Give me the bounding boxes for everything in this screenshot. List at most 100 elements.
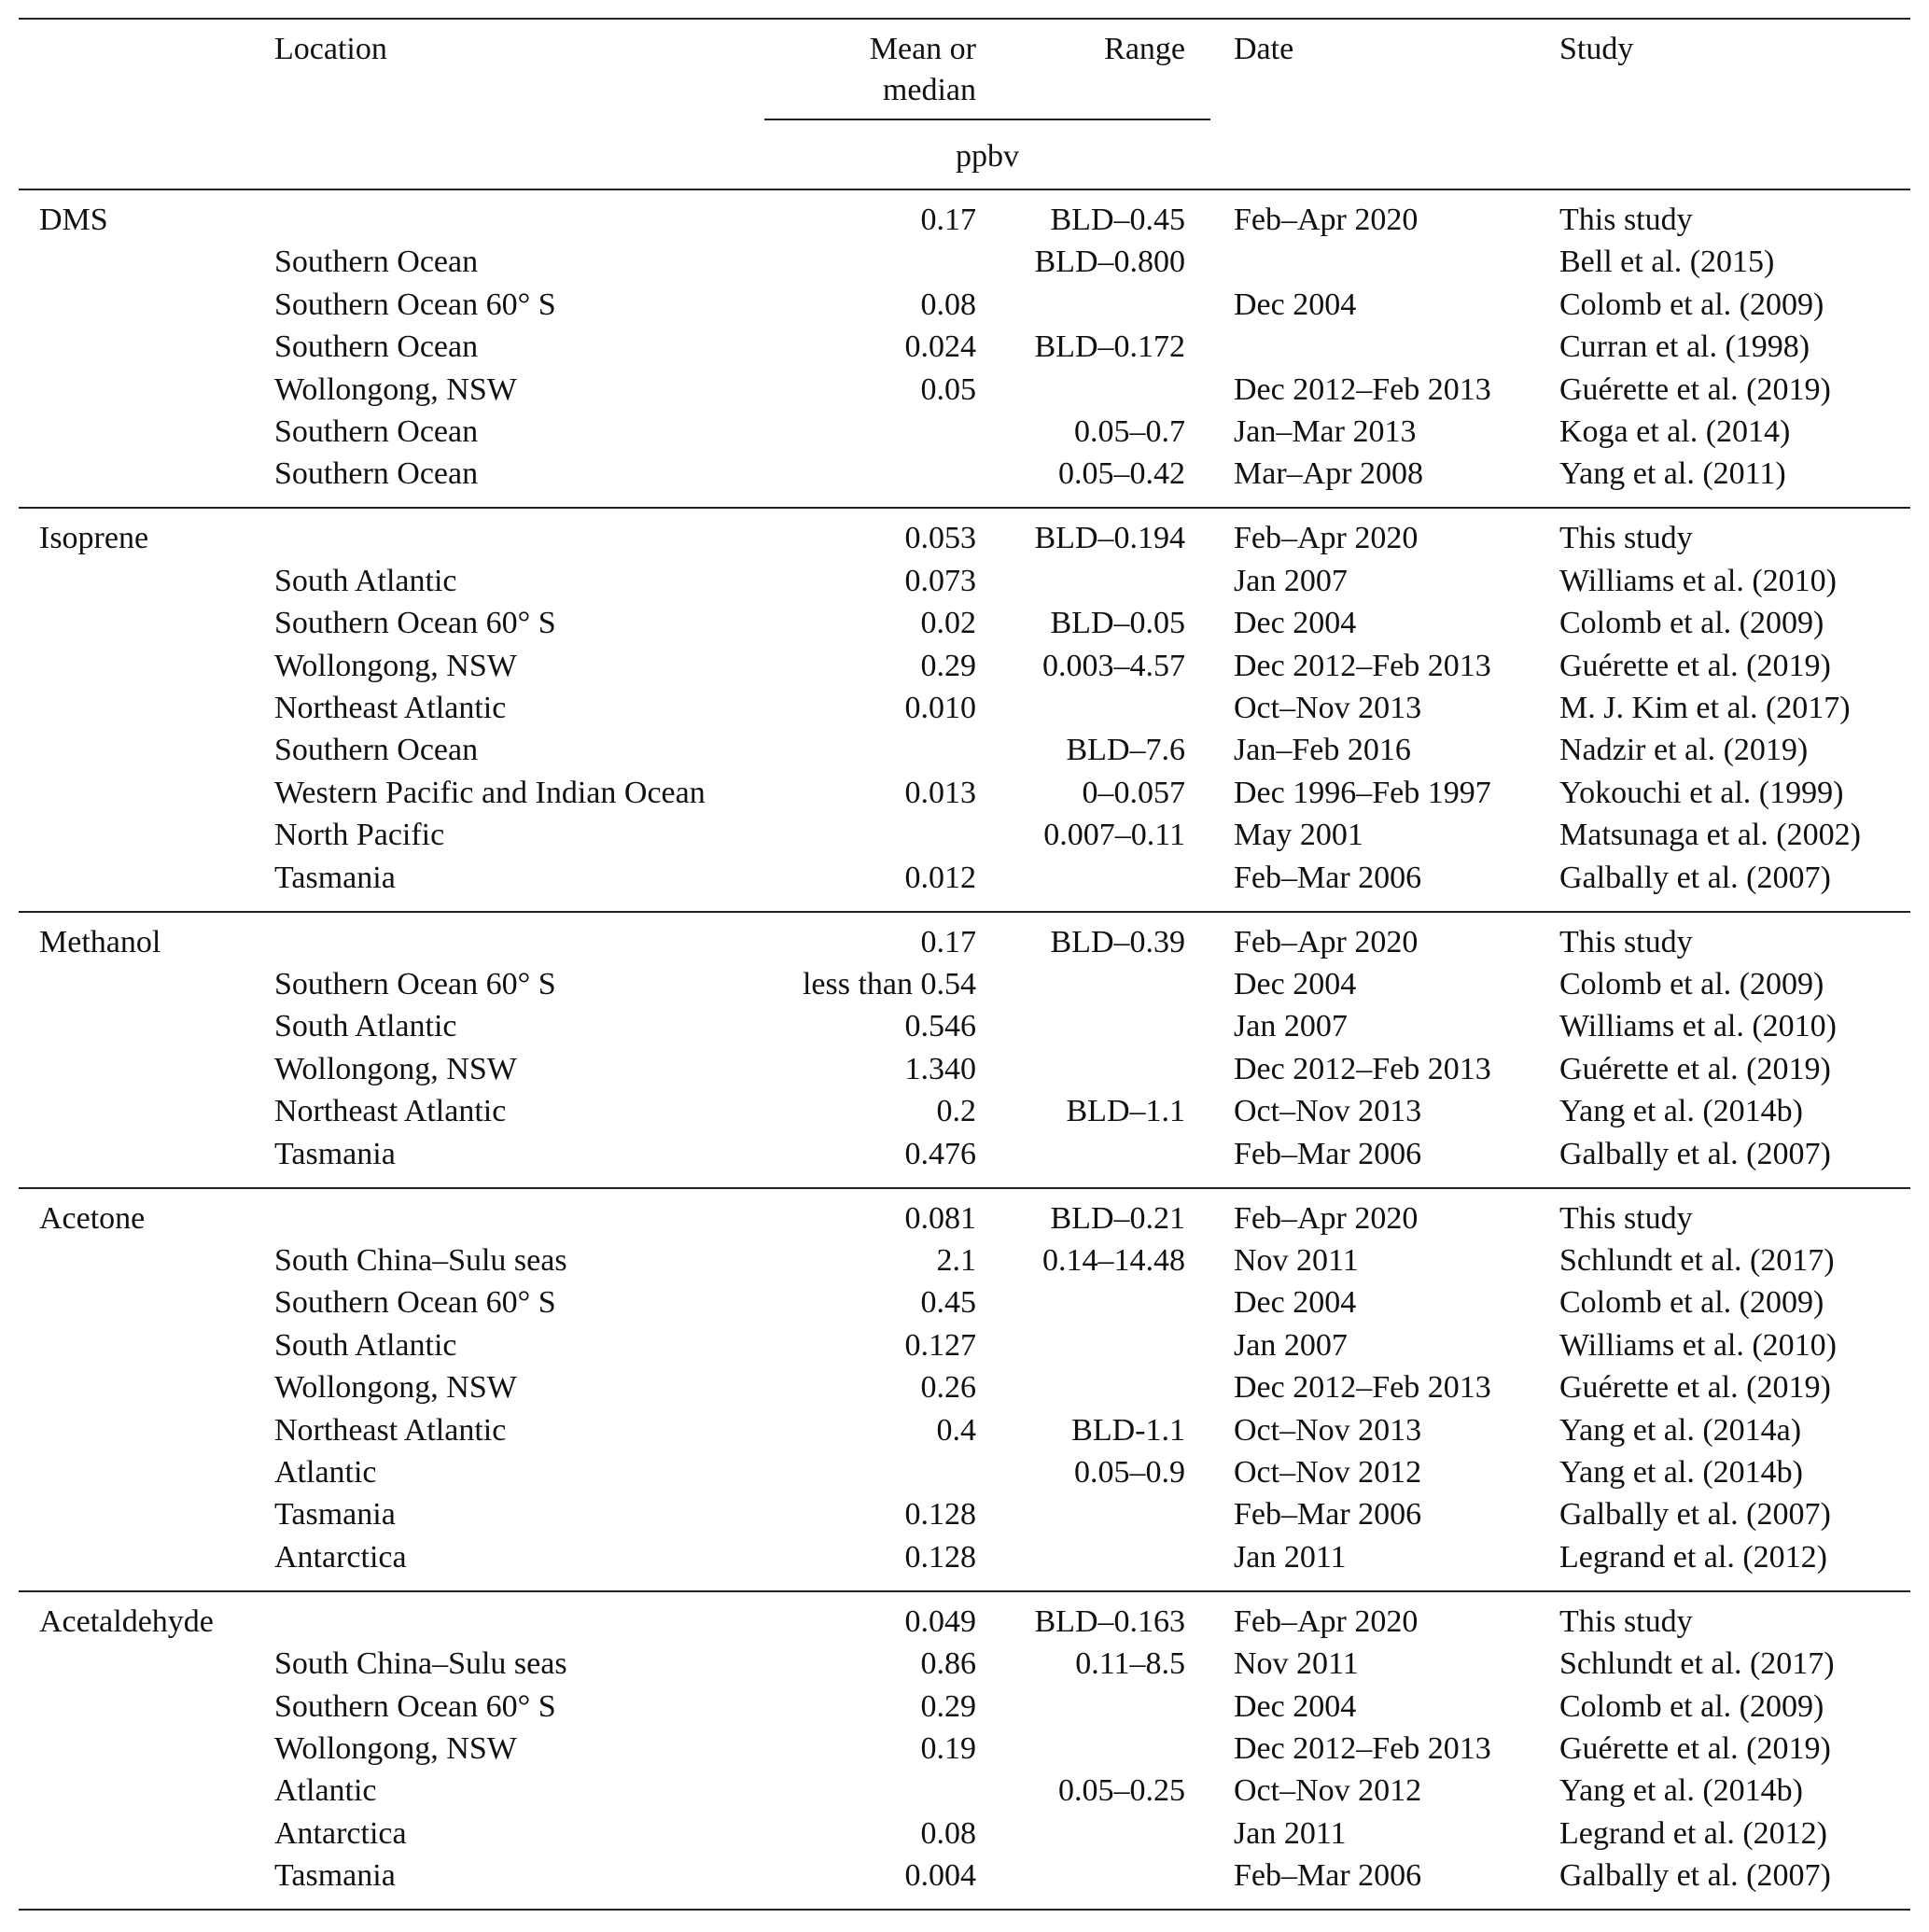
table-cell: 0.86 xyxy=(920,1646,977,1682)
table-cell: 0.05–0.9 xyxy=(1074,1455,1185,1490)
table-cell: Dec 2012–Feb 2013 xyxy=(1234,1731,1491,1766)
table-cell: Dec 2004 xyxy=(1234,1285,1357,1321)
table-cell: Tasmania xyxy=(274,1858,396,1894)
table-cell: 0.17 xyxy=(920,203,977,237)
column-header: Mean or median xyxy=(869,32,976,107)
table-cell: This study xyxy=(1559,924,1693,959)
table-cell: Guérette et al. (2019) xyxy=(1559,1370,1831,1406)
table-cell: Northeast Atlantic xyxy=(274,1094,507,1129)
table-cell: May 2001 xyxy=(1234,818,1363,853)
table-cell: Dec 2012–Feb 2013 xyxy=(1234,648,1491,683)
table-cell: Colomb et al. (2009) xyxy=(1559,287,1824,322)
table-cell: BLD–0.05 xyxy=(1050,606,1186,641)
table-cell: Jan–Mar 2013 xyxy=(1234,414,1417,449)
table-cell: Southern Ocean 60° S xyxy=(274,1285,556,1321)
table-cell: 0.14–14.48 xyxy=(1042,1243,1185,1278)
table-cell: Yang et al. (2014b) xyxy=(1559,1773,1803,1809)
table-cell: Wollongong, NSW xyxy=(274,1051,517,1086)
table-cell: Tasmania xyxy=(274,1136,396,1171)
table-cell: Oct–Nov 2013 xyxy=(1234,691,1422,725)
table-cell: Southern Ocean xyxy=(274,245,479,280)
table-cell: 0.128 xyxy=(904,1497,977,1533)
table-cell: Williams et al. (2010) xyxy=(1559,1327,1838,1363)
table-cell: This study xyxy=(1559,203,1693,237)
table-cell: Feb–Apr 2020 xyxy=(1234,924,1419,959)
table-cell: Colomb et al. (2009) xyxy=(1559,1285,1824,1321)
group-name: Acetone xyxy=(39,1200,146,1236)
table-cell: Schlundt et al. (2017) xyxy=(1559,1243,1835,1278)
table-cell: Wollongong, NSW xyxy=(274,371,517,407)
table-cell: 0.29 xyxy=(920,648,977,683)
table-cell: BLD–0.45 xyxy=(1050,203,1186,237)
table-cell: 0.02 xyxy=(920,606,977,641)
header-rule xyxy=(19,189,1910,190)
bottom-rule xyxy=(19,1909,1910,1911)
table-cell: 0.4 xyxy=(936,1412,977,1448)
table-cell: BLD-1.1 xyxy=(1071,1412,1185,1448)
table-cell: Western Pacific and Indian Ocean xyxy=(274,775,706,810)
table-cell: Feb–Apr 2020 xyxy=(1234,203,1419,237)
table-cell: Nov 2011 xyxy=(1234,1243,1359,1278)
table-cell: Dec 1996–Feb 1997 xyxy=(1234,775,1491,810)
table-cell: Galbally et al. (2007) xyxy=(1559,1497,1831,1533)
table-cell: Williams et al. (2010) xyxy=(1559,1009,1838,1044)
table-cell: M. J. Kim et al. (2017) xyxy=(1559,691,1851,725)
table-cell: BLD–7.6 xyxy=(1066,733,1186,768)
table-cell: Feb–Mar 2006 xyxy=(1234,1858,1422,1894)
table-cell: Dec 2012–Feb 2013 xyxy=(1234,371,1491,407)
table-cell: 0.013 xyxy=(904,775,977,810)
table-cell: North Pacific xyxy=(274,818,445,853)
table-cell: BLD–0.800 xyxy=(1034,245,1186,280)
table-cell: Yang et al. (2014b) xyxy=(1559,1094,1803,1129)
table-cell: 0.127 xyxy=(904,1327,977,1363)
table-cell: 0.17 xyxy=(920,924,977,959)
table-cell: Legrand et al. (2012) xyxy=(1559,1815,1827,1851)
table-cell: 0.128 xyxy=(904,1539,977,1575)
table-cell: 0.081 xyxy=(904,1200,977,1236)
table-cell: BLD–0.163 xyxy=(1034,1603,1186,1639)
table-cell: 0.476 xyxy=(904,1136,977,1171)
table-cell: Southern Ocean 60° S xyxy=(274,1688,556,1724)
table-cell: BLD–0.194 xyxy=(1034,521,1186,556)
table-cell: 0.05–0.25 xyxy=(1058,1773,1185,1809)
table-cell: 0.003–4.57 xyxy=(1042,648,1185,683)
table-cell: Southern Ocean xyxy=(274,414,479,449)
table-cell: Oct–Nov 2013 xyxy=(1234,1094,1422,1129)
table-cell: Dec 2004 xyxy=(1234,967,1357,1001)
group-name: Isoprene xyxy=(39,521,149,556)
table-cell: Jan–Feb 2016 xyxy=(1234,733,1411,768)
table-cell: 0.05–0.7 xyxy=(1074,414,1185,449)
table-cell: BLD–1.1 xyxy=(1066,1094,1186,1129)
table-cell: 0.45 xyxy=(920,1285,977,1321)
table-cell: Atlantic xyxy=(274,1455,377,1490)
table-cell: South China–Sulu seas xyxy=(274,1646,567,1682)
unit-label: ppbv xyxy=(956,139,1019,174)
table-cell: South Atlantic xyxy=(274,563,457,598)
table-cell: Feb–Mar 2006 xyxy=(1234,1497,1422,1533)
table-cell: Jan 2011 xyxy=(1234,1815,1347,1851)
table-cell: Matsunaga et al. (2002) xyxy=(1559,818,1861,853)
table-cell: Southern Ocean xyxy=(274,733,479,768)
table-cell: Colomb et al. (2009) xyxy=(1559,967,1824,1001)
table-cell: Nov 2011 xyxy=(1234,1646,1359,1682)
table-cell: Northeast Atlantic xyxy=(274,691,507,725)
table-cell: 0.546 xyxy=(904,1009,977,1044)
table-cell: Feb–Apr 2020 xyxy=(1234,1200,1419,1236)
table-cell: Jan 2011 xyxy=(1234,1539,1347,1575)
table-cell: BLD–0.21 xyxy=(1050,1200,1186,1236)
table-cell: 0.29 xyxy=(920,1688,977,1724)
table-cell: Guérette et al. (2019) xyxy=(1559,1051,1831,1086)
table-cell: 0.26 xyxy=(920,1370,977,1406)
table-cell: Legrand et al. (2012) xyxy=(1559,1539,1827,1575)
table-cell: Southern Ocean 60° S xyxy=(274,287,556,322)
table-cell: Yang et al. (2014b) xyxy=(1559,1455,1803,1490)
table-cell: This study xyxy=(1559,1200,1693,1236)
column-header: Study xyxy=(1559,32,1634,66)
table-cell: 1.340 xyxy=(904,1051,977,1086)
column-header: Range xyxy=(1104,32,1185,66)
table-cell: Jan 2007 xyxy=(1234,1009,1348,1044)
column-header: Location xyxy=(274,32,387,66)
table-cell: 0.007–0.11 xyxy=(1043,818,1185,853)
group-name: Acetaldehyde xyxy=(39,1603,214,1639)
table-cell: Jan 2007 xyxy=(1234,1327,1348,1363)
